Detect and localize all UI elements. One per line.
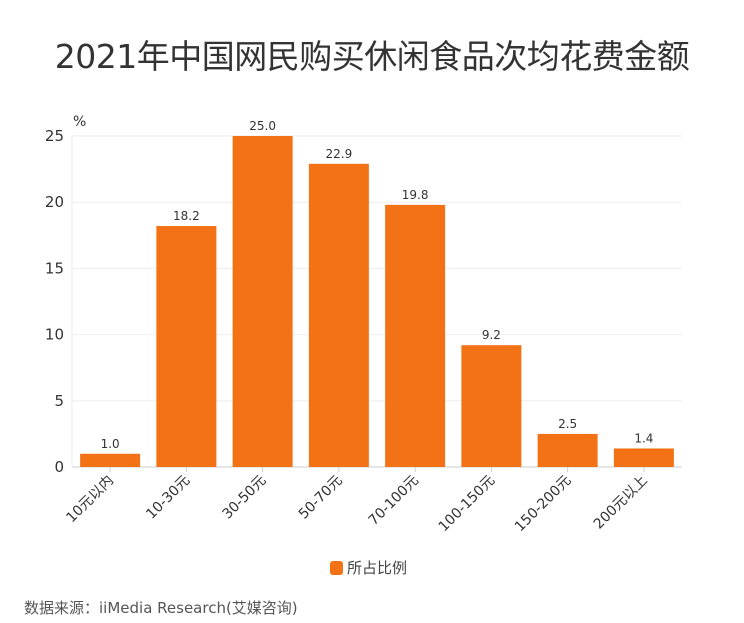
y-tick-label: 25 — [45, 127, 64, 145]
y-tick-label: 10 — [45, 326, 64, 344]
x-tick-label: 10-30元 — [143, 473, 193, 523]
y-tick-label: 0 — [54, 458, 64, 476]
data-label: 1.4 — [634, 431, 653, 445]
legend-swatch — [330, 560, 343, 575]
y-axis-unit: % — [73, 114, 86, 130]
x-tick-label: 150-200元 — [512, 473, 575, 536]
source-note: 数据来源：iiMedia Research(艾媒咨询) — [24, 599, 298, 617]
bar — [537, 433, 598, 467]
bar — [308, 163, 369, 467]
bar — [156, 226, 217, 467]
data-label: 9.2 — [482, 328, 501, 342]
x-tick-label: 30-50元 — [219, 473, 269, 523]
legend: 所占比例 — [330, 557, 407, 578]
bar — [232, 136, 293, 467]
data-label: 22.9 — [326, 147, 353, 161]
y-tick-label: 15 — [45, 259, 64, 277]
data-label: 19.8 — [402, 188, 429, 202]
x-tick-label: 100-150元 — [436, 473, 499, 536]
chart-title: 2021年中国网民购买休闲食品次均花费金额 — [54, 37, 690, 76]
x-tick-label: 200元以上 — [591, 473, 651, 533]
legend-label: 所占比例 — [347, 559, 408, 577]
data-label: 18.2 — [173, 209, 200, 223]
data-label: 25.0 — [249, 119, 276, 133]
y-tick-label: 20 — [45, 193, 64, 211]
y-tick-label: 5 — [54, 392, 64, 410]
x-tick-label: 10元以内 — [63, 473, 117, 527]
data-label: 2.5 — [558, 417, 577, 431]
bar — [461, 345, 522, 467]
bar — [613, 448, 674, 467]
data-label: 1.0 — [101, 437, 120, 451]
bar — [80, 453, 141, 467]
x-tick-label: 70-100元 — [366, 473, 422, 529]
bar — [385, 204, 446, 467]
x-tick-label: 50-70元 — [296, 473, 346, 523]
